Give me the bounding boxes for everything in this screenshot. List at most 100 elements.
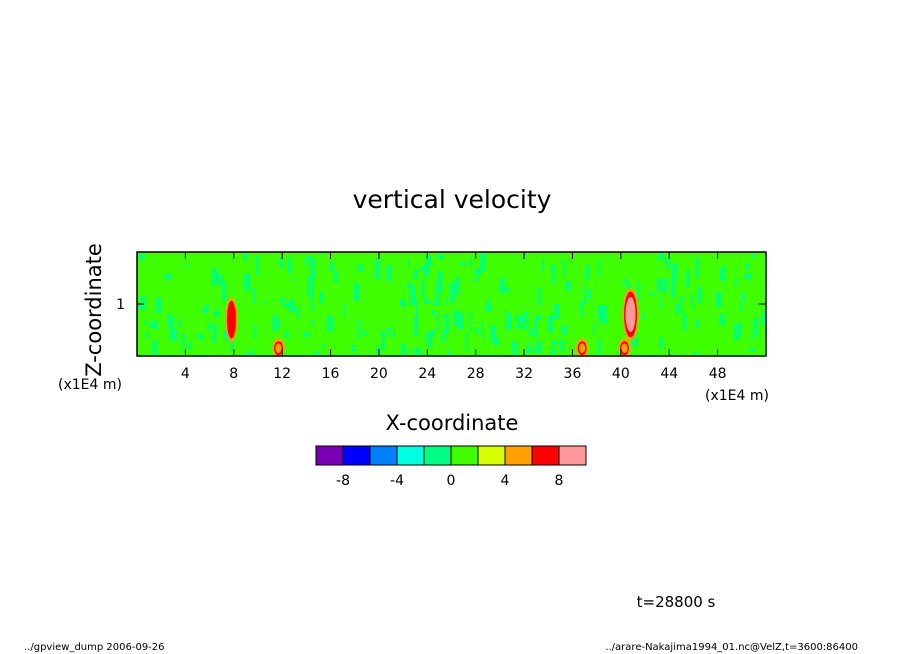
colorbar-tick-label: 0 <box>447 473 456 489</box>
heatmap-texture-cell <box>188 341 192 350</box>
heatmap-texture-cell <box>529 347 534 352</box>
x-tick-label: 20 <box>370 366 388 382</box>
heatmap-texture-cell <box>420 279 425 299</box>
heatmap-texture-cell <box>413 348 421 356</box>
heatmap-texture-cell <box>322 252 325 256</box>
heatmap-texture-cell <box>212 323 217 343</box>
heatmap-texture-cell <box>656 278 662 292</box>
heatmap-texture-cell <box>679 296 683 303</box>
heatmap-texture-cell <box>474 326 479 335</box>
heatmap-texture-cell <box>400 344 406 356</box>
heatmap-field <box>137 252 766 356</box>
heatmap-texture-cell <box>490 325 497 342</box>
heatmap-texture-cell <box>413 316 419 337</box>
heatmap-texture-cell <box>485 302 492 312</box>
heatmap-texture-cell <box>207 321 211 333</box>
y-axis: 1 <box>116 297 766 313</box>
x-axis: 4 8 12 16 20 24 28 32 36 40 44 48 <box>181 252 727 382</box>
heatmap-texture-cell <box>307 276 314 297</box>
x-axis-unit: (x1E4 m) <box>705 388 769 404</box>
chart-title: vertical velocity <box>353 185 552 214</box>
heatmap-texture-cell <box>444 313 449 334</box>
heatmap-texture-cell <box>520 316 524 322</box>
heatmap-texture-cell <box>355 354 360 356</box>
heatmap-texture-cell <box>691 292 694 310</box>
heatmap-texture-cell <box>310 259 316 280</box>
heatmap-texture-cell <box>526 341 529 349</box>
heatmap-texture-cell <box>400 298 407 307</box>
heatmap-texture-cell <box>437 270 443 291</box>
heatmap-texture-cell <box>204 304 209 312</box>
heatmap-texture-cell <box>426 259 432 264</box>
x-tick-label: 16 <box>322 366 340 382</box>
heatmap-texture-cell <box>152 339 158 356</box>
heatmap-texture-cell <box>550 348 556 356</box>
heatmap-texture-cell <box>658 253 665 261</box>
heatmap-texture-cell <box>242 355 249 356</box>
heatmap-texture-cell <box>564 280 572 291</box>
heatmap-texture-cell <box>597 304 601 320</box>
heatmap-texture-cell <box>450 282 456 303</box>
heatmap-texture-cell <box>292 305 296 312</box>
heatmap-texture-cell <box>752 317 759 338</box>
heatmap-texture-cell <box>255 255 259 276</box>
heatmap-texture-cell <box>177 319 181 328</box>
heatmap-texture-cell <box>734 355 739 356</box>
heatmap-texture-cell <box>197 333 204 340</box>
heatmap-texture-cell <box>534 340 542 354</box>
heatmap-texture-cell <box>637 283 641 301</box>
heatmap-texture-cell <box>363 329 367 336</box>
heatmap-texture-cell <box>149 323 155 328</box>
colorbar-swatch <box>477 445 506 466</box>
x-tick-label: 24 <box>418 366 436 382</box>
heatmap-texture-cell <box>507 313 512 331</box>
heatmap-texture-cell <box>312 351 319 356</box>
heatmap-texture-cell <box>459 261 467 266</box>
heatmap-texture-cell <box>304 256 307 267</box>
footer-right-text: ../arare-Nakajima1994_01.nc@VelZ,t=3600:… <box>605 642 858 653</box>
feature-core <box>625 296 636 332</box>
heatmap-texture-cell <box>288 257 292 274</box>
heatmap-texture-cell <box>592 322 596 335</box>
heatmap-texture-cell <box>181 339 184 353</box>
heatmap-texture-cell <box>429 329 436 338</box>
heatmap-texture-cell <box>415 298 418 317</box>
heatmap-texture-cell <box>464 332 468 352</box>
heatmap-texture-cell <box>557 355 561 356</box>
heatmap-texture-cell <box>433 300 439 306</box>
x-tick-label: 8 <box>229 366 238 382</box>
heatmap-texture-cell <box>498 277 506 294</box>
heatmap-texture-cell <box>387 327 393 331</box>
heatmap-texture-cell <box>580 300 583 318</box>
heatmap-texture-cell <box>697 286 702 303</box>
heatmap-texture-cell <box>386 265 393 281</box>
heatmap-texture-cell <box>533 317 538 338</box>
heatmap-texture-cell <box>144 320 150 325</box>
x-tick-label: 40 <box>612 366 630 382</box>
heatmap-texture-cell <box>550 265 554 271</box>
heatmap-texture-cell <box>292 277 295 281</box>
heatmap-texture-cell <box>329 261 335 272</box>
heatmap-texture-cell <box>288 299 294 313</box>
heatmap-texture-cell <box>376 346 381 354</box>
y-axis-label: Z-coordinate <box>82 243 106 377</box>
heatmap-texture-cell <box>659 293 662 308</box>
heatmap-texture-cell <box>587 289 592 299</box>
heatmap-texture-cell <box>252 287 256 304</box>
x-tick-label: 12 <box>273 366 291 382</box>
heatmap-texture-cell <box>280 257 284 269</box>
heatmap-texture-cell <box>734 277 738 287</box>
heatmap-texture-cell <box>469 312 472 332</box>
heatmap-texture-cell <box>169 319 173 341</box>
heatmap-texture-cell <box>479 253 486 271</box>
heatmap-texture-cell <box>282 303 290 307</box>
heatmap-texture-cell <box>272 315 278 332</box>
heatmap-texture-cell <box>469 257 472 268</box>
heatmap-texture-cell <box>357 264 363 273</box>
heatmap-texture-cell <box>181 332 185 346</box>
heatmap-texture-cell <box>441 329 446 343</box>
heatmap-texture-cell <box>247 350 255 356</box>
heatmap-texture-cell <box>343 302 346 317</box>
time-annotation: t=28800 s <box>637 593 716 611</box>
heatmap-texture-cell <box>583 285 587 305</box>
